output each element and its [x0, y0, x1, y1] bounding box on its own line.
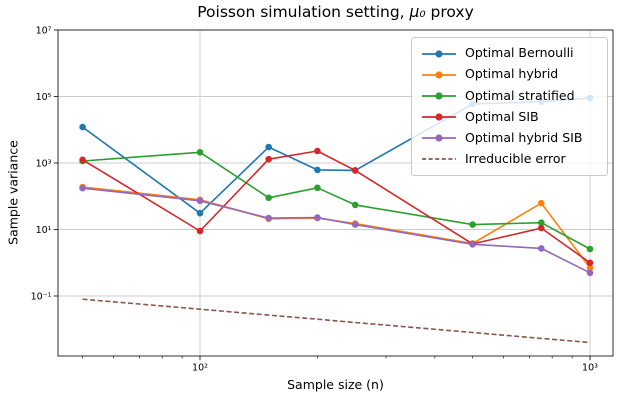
x-axis-label: Sample size (n) [287, 377, 384, 392]
data-point [538, 224, 545, 232]
data-point [265, 194, 273, 202]
ticks: 10² 10³ 10⁷ 10⁵ 10³ 10¹ 10⁻¹ [31, 25, 599, 373]
data-point [196, 227, 204, 235]
data-point [314, 214, 321, 221]
axes-frame [57, 29, 614, 357]
legend-line-sample [422, 49, 456, 58]
legend-marker [435, 71, 443, 79]
data-point [538, 199, 545, 207]
legend-label: Optimal stratified [465, 87, 575, 103]
data-point [351, 221, 359, 228]
data-point [351, 167, 359, 174]
y-axis-label: Sample variance [5, 140, 21, 245]
legend-item: Optimal hybrid SIB [421, 131, 598, 145]
legend-item: Optimal stratified [421, 89, 598, 103]
series-line [82, 151, 591, 250]
data-point [196, 197, 204, 205]
chart-title: Poisson simulation setting, μ₀ proxy [58, 3, 613, 21]
y-tick-label: 10⁻¹ [31, 291, 52, 302]
legend-line-sample [422, 92, 456, 100]
data-point [265, 155, 273, 163]
x-tick-label: 10² [192, 363, 208, 374]
legend-marker [435, 92, 443, 100]
data-point [314, 184, 321, 192]
series-group [79, 94, 594, 344]
data-point [469, 241, 476, 248]
series-line [82, 150, 591, 264]
data-point [79, 123, 86, 131]
data-point [586, 264, 594, 272]
legend-label: Optimal hybrid [465, 66, 559, 82]
y-tick-label: 10³ [36, 158, 52, 169]
data-point [265, 143, 273, 151]
legend-item: Optimal hybrid [421, 68, 598, 82]
y-tick-label: 10⁷ [36, 25, 52, 36]
legend-item: Optimal Bernoulli [421, 47, 598, 61]
data-point [79, 184, 86, 192]
legend: Optimal Bernoulli Optimal hybrid Optimal s… [411, 37, 608, 176]
data-point [196, 209, 204, 217]
legend-marker [435, 134, 443, 142]
legend-label: Optimal hybrid SIB [465, 129, 583, 145]
data-point [586, 269, 594, 277]
legend-line-sample [422, 113, 456, 121]
y-tick-label: 10⁵ [36, 92, 52, 103]
legend-label: Optimal Bernoulli [465, 45, 574, 61]
series-line [82, 298, 591, 344]
data-point [586, 259, 594, 267]
data-point [196, 149, 204, 156]
data-point [351, 201, 359, 209]
legend-marker [435, 49, 443, 58]
data-point [314, 166, 321, 174]
x-tick-label: 10³ [582, 363, 598, 374]
legend-label: Optimal SIB [465, 108, 539, 124]
data-point [265, 214, 273, 222]
legend-label: Irreducible error [465, 151, 566, 167]
legend-marker [435, 113, 443, 121]
chart-title-suffix: proxy [425, 3, 474, 21]
data-point [79, 156, 86, 164]
data-point [538, 219, 545, 226]
data-point [586, 245, 594, 253]
chart-title-text: Poisson simulation setting, [197, 3, 410, 21]
data-point [314, 147, 321, 155]
y-tick-label: 10¹ [36, 225, 52, 236]
series-line [82, 186, 591, 269]
legend-line-sample [422, 158, 456, 161]
series-line [82, 187, 591, 274]
legend-line-sample [422, 71, 456, 79]
chart-title-math: μ₀ [409, 3, 426, 21]
data-point [538, 245, 545, 252]
legend-item: Optimal SIB [421, 110, 598, 124]
data-point [469, 221, 476, 228]
legend-item: Irreducible error [421, 152, 598, 166]
legend-line-sample [422, 134, 456, 142]
